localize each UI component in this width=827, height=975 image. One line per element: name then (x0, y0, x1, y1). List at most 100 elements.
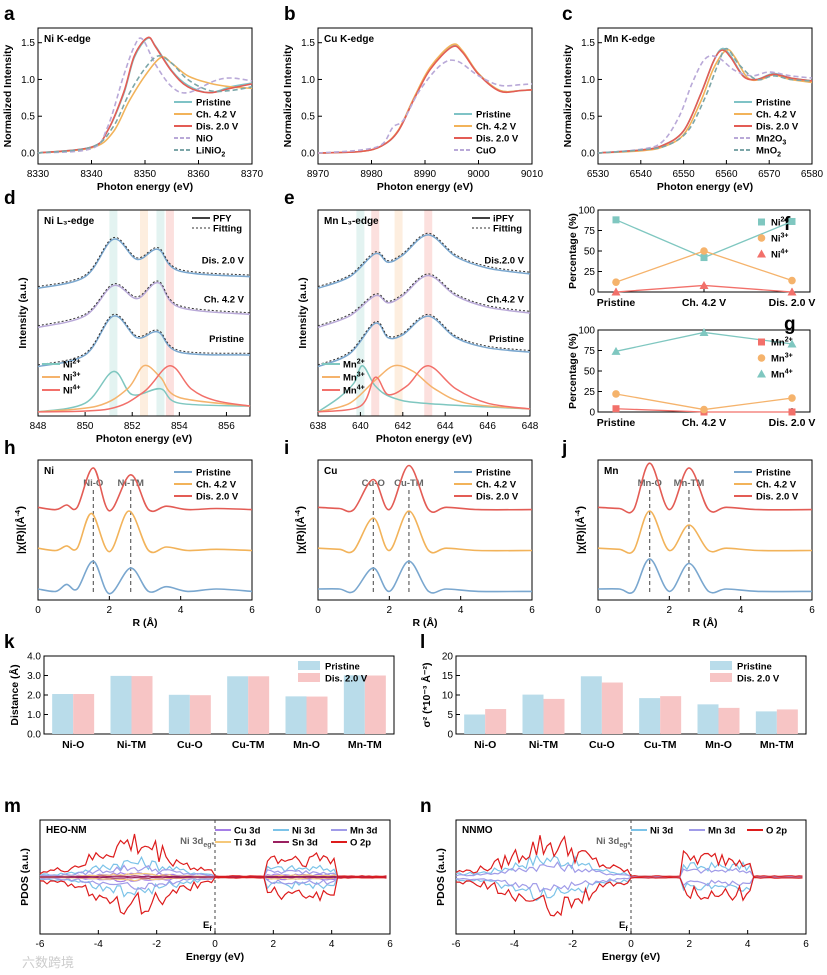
series-line-Ch. 4.2 V (597, 510, 813, 554)
x-tick-label: Mn-O (705, 739, 732, 751)
legend-label: Ch. 4.2 V (196, 110, 237, 121)
highlight-band (165, 210, 174, 416)
data-point (788, 408, 796, 416)
series-line-Pristine (597, 558, 813, 594)
bar (776, 709, 798, 734)
panel-e: e Mn L₃-edge 638 640 642 644 646 648 Photon ener… (284, 188, 539, 445)
data-point (700, 247, 708, 255)
x-tick-label: 4 (329, 939, 335, 950)
y-tick-label: 0.5 (581, 112, 595, 123)
x-axis-label: Photon energy (eV) (97, 181, 193, 193)
legend-swatch (298, 673, 320, 682)
series-line-Mn 3d (455, 861, 803, 878)
y-tick-label: 75 (584, 346, 596, 357)
x-tick-label: 8340 (80, 169, 103, 180)
x-tick-label: 8360 (187, 169, 210, 180)
panel-d: d Ni L₃-edge 848 850 852 854 856 Photon energy … (4, 188, 251, 445)
x-tick-label: 852 (124, 421, 141, 432)
legend-label: Pristine (325, 662, 360, 673)
annotation-label: Mn-O (638, 478, 662, 489)
panel-label: d (4, 188, 16, 209)
y-axis-label: PDOS (a.u.) (435, 848, 447, 906)
bar (639, 698, 661, 734)
legend-label: Ni3+ (63, 372, 81, 384)
annotation-label: Cu-O (362, 478, 385, 489)
highlight-band (424, 210, 433, 416)
x-tick-label: -4 (94, 939, 103, 950)
annotation-label: Ni 3deg* (180, 836, 215, 849)
x-tick-label: 646 (479, 421, 496, 432)
annotation-label: Mn-TM (674, 478, 705, 489)
legend-label: Mn 3d (350, 826, 378, 837)
y-tick-label: 15 (442, 671, 454, 682)
series-line-Mn2O3 (597, 54, 813, 154)
plot-frame (597, 27, 813, 165)
panel-i: i Cu 0 2 4 6 R (Å) |χ(R)|(Å-4 ) Cu-O Cu-TM Pristin… (284, 438, 535, 629)
bar (601, 682, 623, 734)
bar (343, 675, 365, 734)
x-tick-label: -6 (36, 939, 45, 950)
x-axis-label: Energy (eV) (602, 951, 660, 963)
y-tick-label: 5 (447, 710, 453, 721)
panel-label: e (284, 188, 295, 209)
panel-c: c Mn K-edge 6530 6540 6550 6560 6570 6580 0.0 0.5… (562, 4, 824, 193)
bar (227, 676, 249, 734)
legend-label: Mn2O3 (756, 134, 787, 147)
series-line-Dis. 2.0 V (597, 462, 813, 514)
data-point (700, 405, 708, 414)
y-tick-label: 4.0 (27, 652, 41, 663)
bar (755, 711, 777, 734)
x-axis-label: R (Å) (412, 616, 437, 629)
panel-f: f 0 25 50 75 100 Pristine Ch. 4.2 V Dis. 2.0 V Pe… (567, 206, 815, 310)
y-axis-label: |χ(R)|(Å-4 ) (294, 506, 307, 554)
series-line-Dis. 2.0 V (37, 467, 253, 513)
x-tick-label: 0 (315, 605, 321, 616)
series-line-Dis. 2.0 V (597, 49, 813, 154)
legend-marker (757, 354, 766, 362)
curve-label: Ch. 4.2 V (204, 295, 245, 306)
bar (364, 675, 386, 734)
bar (248, 676, 270, 734)
bar (485, 709, 507, 734)
curve-label: Ch.4.2 V (487, 295, 525, 306)
x-tick-label: 6 (803, 939, 809, 950)
x-tick-label: 4 (458, 605, 464, 616)
data-point (612, 278, 620, 286)
legend-label: Mn3+ (343, 372, 365, 384)
x-tick-label: 6 (529, 605, 535, 616)
y-tick-label: 0.0 (301, 148, 315, 159)
x-tick-label: 6560 (715, 169, 738, 180)
y-tick-label: 20 (442, 652, 454, 663)
series-line-Pristine (37, 37, 253, 154)
bar (131, 676, 153, 734)
panel-label: g (784, 314, 796, 335)
x-axis-label: Photon energy (eV) (376, 433, 472, 445)
series-line-Sn 3d (40, 876, 387, 879)
legend-label: Ch. 4.2 V (476, 480, 517, 491)
x-tick-label: 0 (628, 939, 634, 950)
plot-frame (597, 459, 813, 601)
panel-label: i (284, 438, 289, 459)
series-line-Mn 3d (39, 864, 387, 878)
x-tick-label: 648 (522, 421, 539, 432)
annotation-label: Ni-O (83, 478, 103, 489)
highlight-band (156, 210, 165, 416)
legend-label: Pristine (196, 468, 231, 479)
y-tick-label: 1.0 (581, 75, 595, 86)
x-tick-label: Dis. 2.0 V (769, 417, 816, 429)
legend-label: NiO (196, 134, 213, 145)
x-tick-label: 8980 (360, 169, 383, 180)
legend-label: Dis. 2.0 V (756, 122, 799, 133)
data-point (611, 287, 621, 296)
highlight-band (356, 210, 365, 416)
series-line-O 2p (39, 833, 387, 878)
panel-b: b Cu K-edge 8970 8980 8990 9000 9010 0.0 0.5 1.0 1… (282, 4, 544, 193)
highlight-band (109, 210, 118, 416)
legend-marker (758, 338, 765, 346)
panel-label: l (420, 632, 425, 653)
panel-title: Ni L₃-edge (44, 216, 95, 227)
panel-title: NNMO (462, 825, 493, 836)
legend-label: Ni3+ (771, 233, 789, 245)
legend-swatch (710, 661, 732, 670)
bar (543, 698, 565, 734)
